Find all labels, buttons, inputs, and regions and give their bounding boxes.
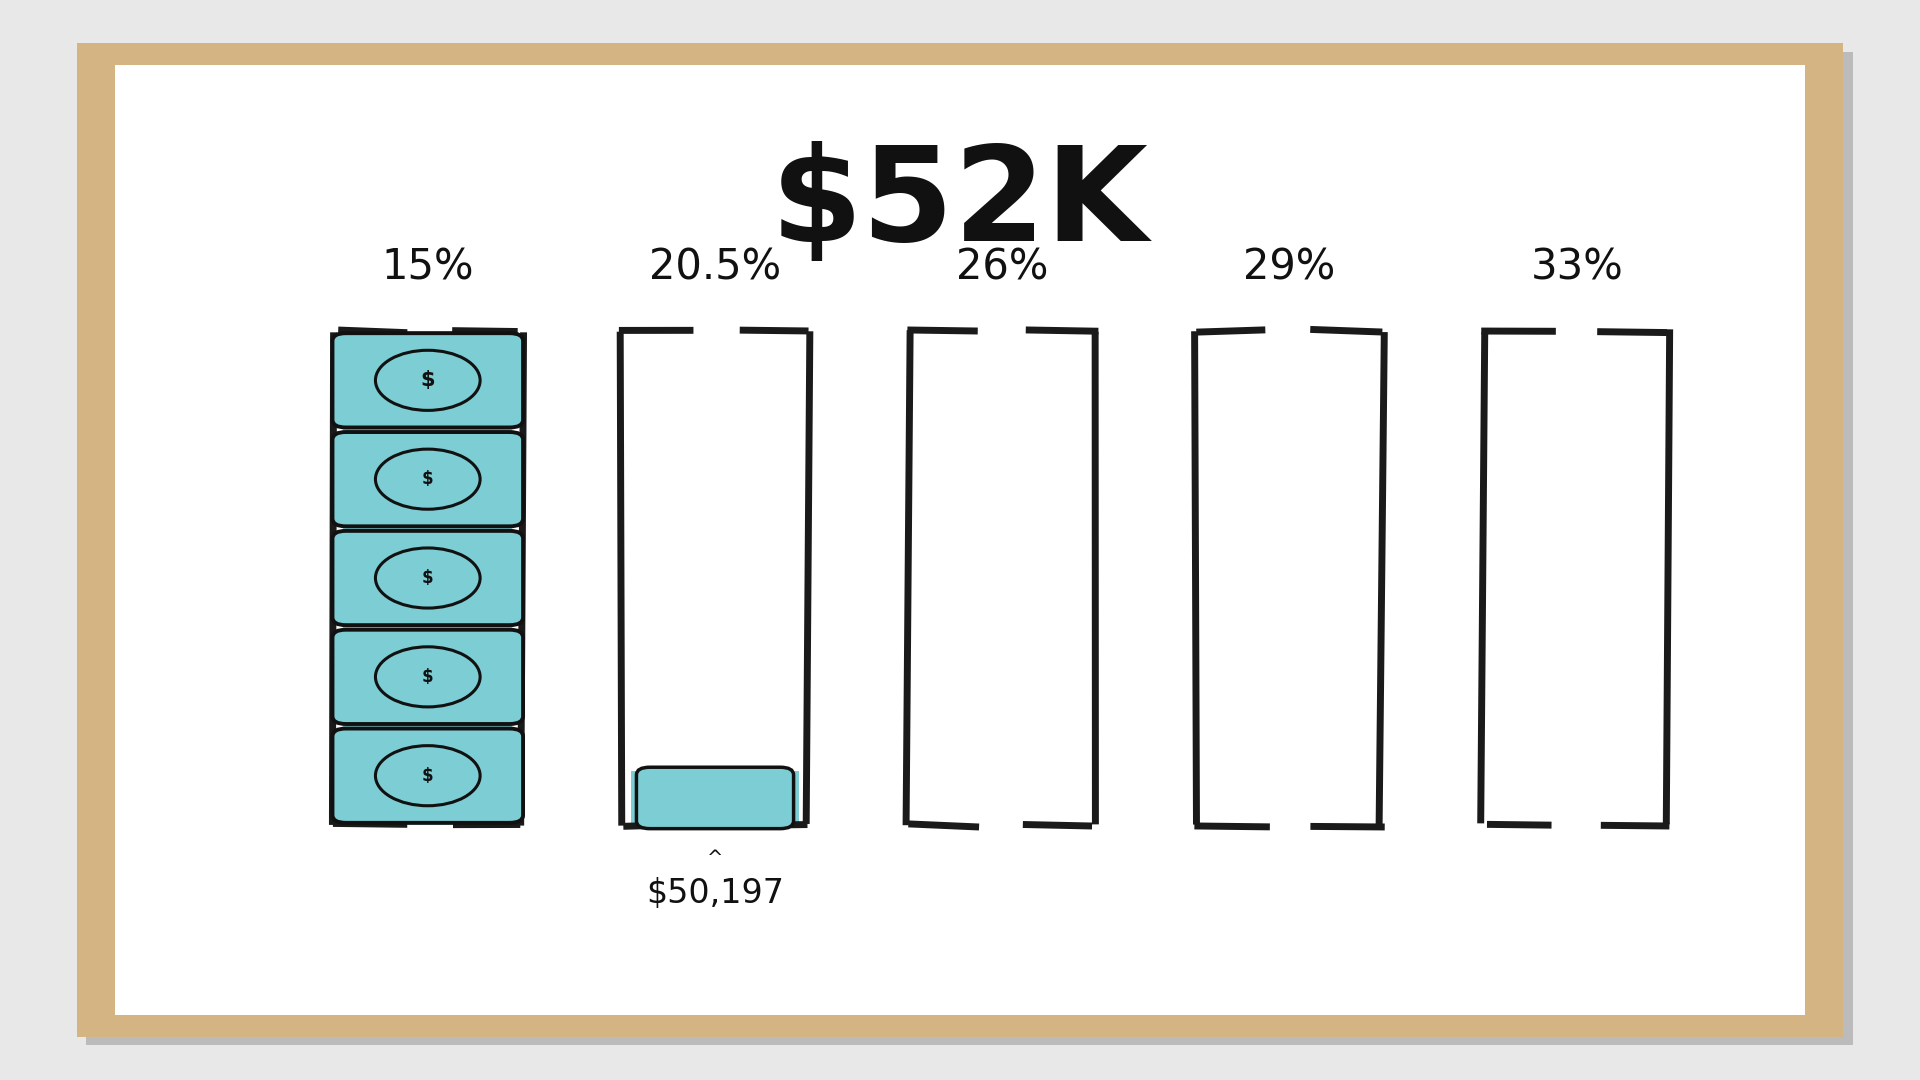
Text: 15%: 15% <box>382 246 474 288</box>
FancyBboxPatch shape <box>636 767 793 828</box>
FancyBboxPatch shape <box>332 729 522 823</box>
Text: $: $ <box>422 470 434 488</box>
FancyBboxPatch shape <box>77 43 1843 1037</box>
Text: ^: ^ <box>707 849 724 868</box>
FancyBboxPatch shape <box>332 432 522 526</box>
Text: 26%: 26% <box>956 246 1048 288</box>
FancyBboxPatch shape <box>332 334 522 428</box>
Text: $: $ <box>420 370 436 390</box>
Text: $: $ <box>422 767 434 785</box>
Text: $52K: $52K <box>772 140 1148 268</box>
FancyBboxPatch shape <box>86 52 1853 1045</box>
Text: 20.5%: 20.5% <box>649 246 781 288</box>
FancyBboxPatch shape <box>344 330 513 825</box>
FancyBboxPatch shape <box>115 65 1805 1015</box>
Text: $: $ <box>422 569 434 588</box>
Text: $50,197: $50,197 <box>645 877 783 910</box>
Text: $: $ <box>422 667 434 686</box>
FancyBboxPatch shape <box>332 531 522 625</box>
Text: 29%: 29% <box>1244 246 1336 288</box>
FancyBboxPatch shape <box>332 630 522 724</box>
Text: 33%: 33% <box>1530 246 1622 288</box>
FancyBboxPatch shape <box>630 771 799 825</box>
